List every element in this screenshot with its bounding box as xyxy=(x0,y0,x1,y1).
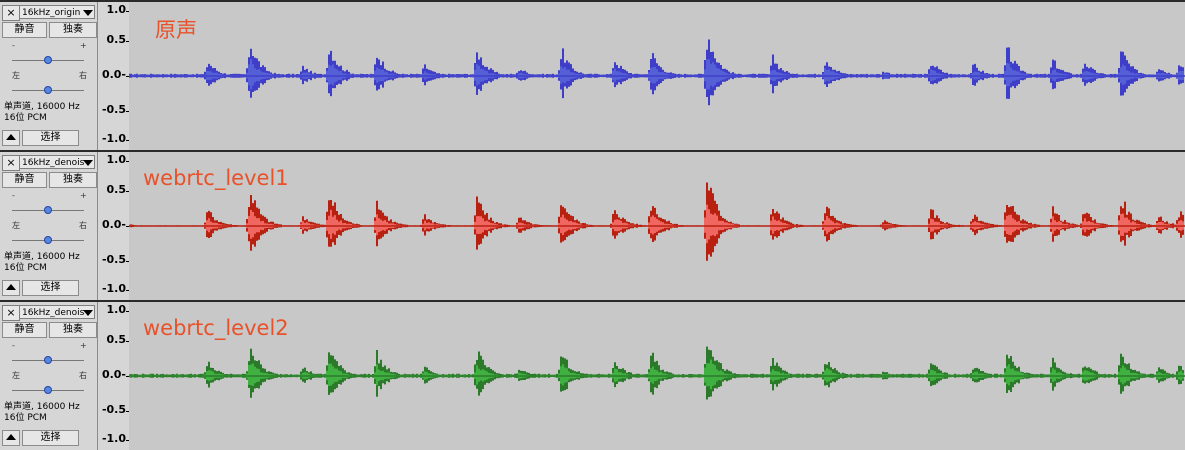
track-annotation: 原声 xyxy=(155,18,197,42)
ruler-tick xyxy=(126,191,129,192)
track-name-menu[interactable]: 16kHz_denois xyxy=(19,155,95,169)
ruler-tick xyxy=(126,376,129,377)
track-control-panel: × 16kHz_origin 静音 独奏 - + 左 右 单声道, 16000 … xyxy=(0,2,98,150)
mute-button[interactable]: 静音 xyxy=(2,172,47,188)
ruler-label: 0.0- xyxy=(101,218,126,231)
ruler-label: 0.0- xyxy=(101,368,126,381)
track-bitdepth-info: 16位 PCM xyxy=(4,113,47,123)
audio-track: × 16kHz_denois 静音 独奏 - + 左 右 单声道, 16000 … xyxy=(0,152,1185,300)
ruler-label: -1.0 xyxy=(101,132,126,145)
ruler-label: 0.5 xyxy=(106,183,127,196)
ruler-label: -1.0 xyxy=(101,282,126,295)
ruler-label: -0.5 xyxy=(101,403,126,416)
gain-minus-label: - xyxy=(12,191,15,200)
mute-button[interactable]: 静音 xyxy=(2,22,47,38)
gain-slider-thumb[interactable] xyxy=(44,56,52,64)
gain-minus-label: - xyxy=(12,41,15,50)
collapse-track-button[interactable] xyxy=(2,130,20,146)
ruler-tick xyxy=(126,11,129,12)
ruler-label: 1.0 xyxy=(106,153,127,166)
pan-right-label: 右 xyxy=(79,221,87,230)
track-name-label: 16kHz_origin xyxy=(22,8,81,18)
pan-left-label: 左 xyxy=(12,221,20,230)
ruler-label: 1.0 xyxy=(106,3,127,16)
select-track-button[interactable]: 选择 xyxy=(22,430,79,446)
close-track-button[interactable]: × xyxy=(2,5,20,21)
mute-button[interactable]: 静音 xyxy=(2,322,47,338)
ruler-label: -1.0 xyxy=(101,432,126,445)
pan-slider-thumb[interactable] xyxy=(44,86,52,94)
audio-track: × 16kHz_origin 静音 独奏 - + 左 右 单声道, 16000 … xyxy=(0,2,1185,150)
ruler-label: -0.5 xyxy=(101,253,126,266)
track-format-info: 单声道, 16000 Hz xyxy=(4,102,80,112)
ruler-tick xyxy=(126,76,129,77)
pan-right-label: 右 xyxy=(79,371,87,380)
waveform-area[interactable]: webrtc_level2 xyxy=(129,302,1185,450)
close-track-button[interactable]: × xyxy=(2,155,20,171)
ruler-tick xyxy=(126,341,129,342)
chevron-down-icon xyxy=(83,160,93,166)
chevron-down-icon xyxy=(83,310,93,316)
chevron-down-icon xyxy=(83,10,93,16)
gain-plus-label: + xyxy=(80,191,87,200)
waveform-area[interactable]: 原声 xyxy=(129,2,1185,150)
gain-plus-label: + xyxy=(80,341,87,350)
amplitude-ruler: 1.0 0.5 0.0- -0.5 -1.0 xyxy=(98,302,129,450)
gain-minus-label: - xyxy=(12,341,15,350)
track-annotation: webrtc_level1 xyxy=(143,166,289,190)
track-bitdepth-info: 16位 PCM xyxy=(4,413,47,423)
ruler-tick xyxy=(126,140,129,141)
track-annotation: webrtc_level2 xyxy=(143,316,289,340)
track-control-panel: × 16kHz_denois 静音 独奏 - + 左 右 单声道, 16000 … xyxy=(0,302,98,450)
ruler-tick xyxy=(126,290,129,291)
waveform-svg xyxy=(129,346,1185,400)
track-bitdepth-info: 16位 PCM xyxy=(4,263,47,273)
ruler-tick xyxy=(126,161,129,162)
waveform-area[interactable]: webrtc_level1 xyxy=(129,152,1185,300)
gain-slider-thumb[interactable] xyxy=(44,206,52,214)
ruler-label: 0.5 xyxy=(106,333,127,346)
collapse-track-button[interactable] xyxy=(2,280,20,296)
track-control-panel: × 16kHz_denois 静音 独奏 - + 左 右 单声道, 16000 … xyxy=(0,152,98,300)
track-name-label: 16kHz_denois xyxy=(22,158,85,168)
close-track-button[interactable]: × xyxy=(2,305,20,321)
ruler-tick xyxy=(126,411,129,412)
collapse-track-button[interactable] xyxy=(2,430,20,446)
ruler-tick xyxy=(126,111,129,112)
ruler-label: 1.0 xyxy=(106,303,127,316)
solo-button[interactable]: 独奏 xyxy=(49,22,97,38)
ruler-tick xyxy=(126,261,129,262)
pan-left-label: 左 xyxy=(12,71,20,80)
ruler-label: -0.5 xyxy=(101,103,126,116)
amplitude-ruler: 1.0 0.5 0.0- -0.5 -1.0 xyxy=(98,2,129,150)
pan-left-label: 左 xyxy=(12,371,20,380)
ruler-tick xyxy=(126,440,129,441)
amplitude-ruler: 1.0 0.5 0.0- -0.5 -1.0 xyxy=(98,152,129,300)
select-track-button[interactable]: 选择 xyxy=(22,130,79,146)
gain-slider-thumb[interactable] xyxy=(44,356,52,364)
track-format-info: 单声道, 16000 Hz xyxy=(4,252,80,262)
track-name-menu[interactable]: 16kHz_denois xyxy=(19,305,95,319)
ruler-tick xyxy=(126,41,129,42)
solo-button[interactable]: 独奏 xyxy=(49,322,97,338)
ruler-tick xyxy=(126,311,129,312)
pan-slider-thumb[interactable] xyxy=(44,236,52,244)
track-name-label: 16kHz_denois xyxy=(22,308,85,318)
waveform-svg xyxy=(129,182,1185,261)
pan-slider-thumb[interactable] xyxy=(44,386,52,394)
select-track-button[interactable]: 选择 xyxy=(22,280,79,296)
track-name-menu[interactable]: 16kHz_origin xyxy=(19,5,95,19)
ruler-label: 0.0- xyxy=(101,68,126,81)
audio-track: × 16kHz_denois 静音 独奏 - + 左 右 单声道, 16000 … xyxy=(0,302,1185,450)
track-format-info: 单声道, 16000 Hz xyxy=(4,402,80,412)
ruler-label: 0.5 xyxy=(106,33,127,46)
solo-button[interactable]: 独奏 xyxy=(49,172,97,188)
ruler-tick xyxy=(126,226,129,227)
gain-plus-label: + xyxy=(80,41,87,50)
waveform-svg xyxy=(129,39,1185,106)
pan-right-label: 右 xyxy=(79,71,87,80)
